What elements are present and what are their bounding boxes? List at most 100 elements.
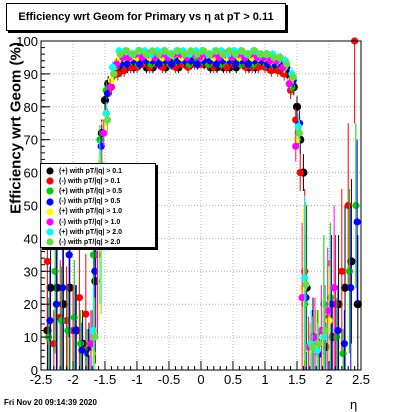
x-axis-label: η <box>350 397 358 412</box>
data-markers <box>43 37 362 370</box>
data-point <box>223 63 231 71</box>
legend-marker-icon <box>46 228 54 236</box>
data-point <box>270 53 278 62</box>
data-point <box>327 300 336 308</box>
data-point <box>296 169 304 177</box>
data-point <box>77 340 85 348</box>
data-point <box>75 294 83 302</box>
y-tick-label: 90 <box>24 67 38 82</box>
data-point <box>71 326 80 335</box>
data-point <box>231 60 240 68</box>
data-point <box>193 60 201 68</box>
data-point <box>180 50 188 58</box>
data-point <box>87 340 95 348</box>
data-point <box>102 109 110 117</box>
data-point <box>123 60 131 68</box>
data-point <box>88 349 96 358</box>
legend-entry-5: (-) with pT/|q| > 1.0 <box>45 217 155 227</box>
legend-marker-icon <box>46 238 54 247</box>
data-point <box>96 136 104 144</box>
y-tick-label: 20 <box>24 297 38 312</box>
y-axis-label: Efficiency wrt Geom (%) <box>7 42 25 214</box>
y-tick-label: 80 <box>24 100 38 115</box>
y-tick-label: 60 <box>24 166 38 181</box>
data-point <box>302 280 310 289</box>
data-point <box>347 284 355 292</box>
data-point <box>238 47 246 55</box>
data-point <box>231 50 240 58</box>
data-point <box>59 284 67 292</box>
x-tick-label: 1.5 <box>288 372 306 387</box>
data-point <box>91 277 100 286</box>
data-point <box>251 47 259 55</box>
y-tick-label: 50 <box>24 199 38 214</box>
data-point <box>295 129 304 137</box>
data-point <box>280 70 288 78</box>
x-tick-label: 2 <box>325 372 332 387</box>
data-point <box>135 47 144 55</box>
data-point <box>293 136 301 144</box>
legend-entry-0: (+) with pT/|q| > 0.1 <box>45 166 155 176</box>
x-tick-label: -2.5 <box>30 372 52 387</box>
data-point <box>65 251 73 259</box>
data-point <box>353 218 361 226</box>
data-point <box>340 340 348 348</box>
x-tick-label: 0 <box>197 372 204 387</box>
y-tick-label: 100 <box>16 34 38 49</box>
data-point <box>320 333 328 341</box>
legend-label: (-) with pT/|q| > 0.5 <box>59 198 121 206</box>
legend-marker-icon <box>46 187 54 196</box>
data-point <box>135 60 144 68</box>
data-point <box>78 346 86 354</box>
data-point <box>333 333 341 341</box>
x-tick-label: 1 <box>261 372 268 387</box>
data-point <box>347 257 356 266</box>
legend-entry-4: (+) with pT/|q| > 1.0 <box>45 207 155 217</box>
y-tick-label: 10 <box>24 330 38 345</box>
data-point <box>89 251 98 259</box>
data-point <box>292 142 300 150</box>
data-point <box>352 201 360 210</box>
data-point <box>64 326 72 335</box>
data-point <box>82 310 90 318</box>
data-point <box>100 129 108 137</box>
data-point <box>344 201 352 210</box>
legend-label: (+) with pT/|q| > 0.1 <box>59 167 123 175</box>
legend-marker-icon <box>46 198 54 206</box>
data-point <box>51 267 59 275</box>
data-point <box>89 326 98 335</box>
data-point <box>292 102 302 111</box>
timestamp-footer: Fri Nov 20 09:14:39 2020 <box>4 398 97 407</box>
data-point <box>167 60 176 68</box>
legend-label: (-) with pT/|q| > 2.0 <box>59 238 121 246</box>
data-point <box>109 63 117 71</box>
chart-title: Efficiency wrt Geom for Primary vs η at … <box>6 3 286 31</box>
data-point <box>167 50 176 58</box>
data-point <box>155 50 163 58</box>
data-point <box>97 142 105 150</box>
data-point <box>244 50 252 58</box>
legend-entry-6: (+) with pT/|q| > 2.0 <box>45 227 155 237</box>
data-point <box>325 317 333 325</box>
legend-entry-3: (-) with pT/|q| > 0.5 <box>45 197 155 207</box>
data-point <box>311 333 319 341</box>
x-tick-label: 2.5 <box>352 372 370 387</box>
y-tick-label: 30 <box>24 264 38 279</box>
data-point <box>212 60 220 68</box>
data-point <box>212 47 220 55</box>
data-point <box>353 300 362 309</box>
data-point <box>103 116 112 124</box>
data-point <box>103 90 112 98</box>
data-point <box>91 333 99 341</box>
data-point <box>315 340 323 348</box>
legend-label: (-) with pT/|q| > 0.1 <box>59 177 121 185</box>
data-point <box>330 284 338 292</box>
data-point <box>155 60 163 68</box>
data-point <box>289 73 297 81</box>
data-point <box>116 50 124 58</box>
data-point <box>324 307 332 315</box>
x-tick-label: -0.5 <box>158 372 180 387</box>
data-point <box>57 317 66 325</box>
data-point <box>46 317 54 325</box>
